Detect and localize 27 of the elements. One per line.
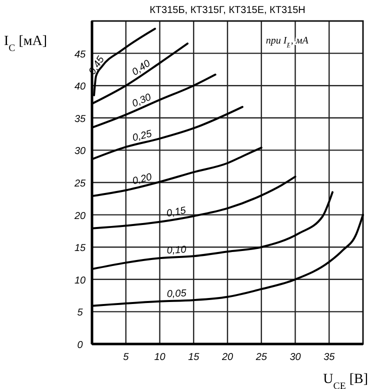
x-tick-label: 20 <box>220 352 234 363</box>
text: 0,25 <box>131 128 154 144</box>
y-tick-label: 45 <box>74 49 86 60</box>
y-tick-label: 5 <box>77 308 84 319</box>
y-axis-title: I$_{C}$ [мА] <box>4 34 48 54</box>
x-tick-label: 15 <box>188 352 200 363</box>
y-tick-label: 40 <box>74 82 86 93</box>
x-tick-label: 25 <box>254 352 268 363</box>
y-tick-label: 0 <box>77 340 84 351</box>
y-tick-label: 35 <box>74 114 86 125</box>
text: 0,15 <box>166 205 188 220</box>
x-axis-title: U$_{CE}$ [В] <box>323 372 368 389</box>
text: 0,40 <box>130 58 153 78</box>
text: 0,20 <box>131 172 154 188</box>
x-tick-label: 30 <box>290 352 302 363</box>
chart-title: КТ315Б, КТ315Г, КТ315Е, КТ315Н <box>150 5 306 16</box>
y-tick-label: 15 <box>74 243 86 254</box>
y-tick-label: 30 <box>74 146 86 158</box>
series-label: 0,05 <box>166 288 187 300</box>
series-label: 0,10 <box>166 244 188 257</box>
y-tick-label: 10 <box>74 275 86 286</box>
x-tick-label: 5 <box>123 352 130 363</box>
text: 0,30 <box>130 92 154 110</box>
x-tick-label: 10 <box>154 352 166 363</box>
x-tick-label: 35 <box>324 352 336 363</box>
y-tick-label: 25 <box>73 178 86 190</box>
y-tick-label: 20 <box>73 210 86 222</box>
